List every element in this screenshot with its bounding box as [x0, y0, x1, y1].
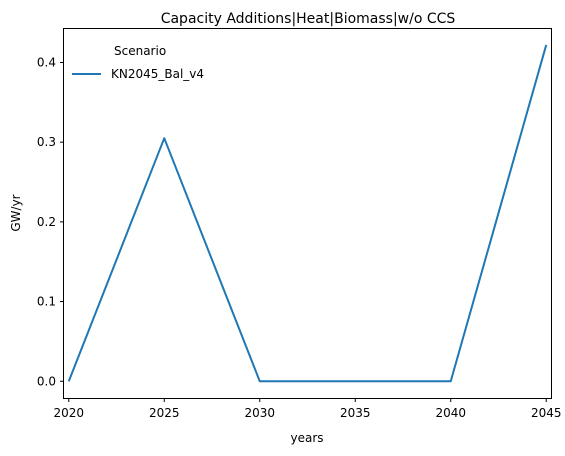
y-tick-label: 0.4 [37, 55, 56, 69]
plot-area [63, 28, 552, 399]
series-line [67, 44, 548, 383]
x-tick-label: 2020 [54, 406, 85, 420]
y-tick-label: 0.1 [37, 295, 56, 309]
x-axis: 2020 2025 2030 2035 2040 2045 [54, 398, 562, 420]
y-tick-label: 0.3 [37, 135, 56, 149]
legend-title: Scenario [114, 44, 166, 58]
x-tick-label: 2045 [531, 406, 562, 420]
y-tick-label: 0.2 [37, 215, 56, 229]
x-tick-label: 2025 [149, 406, 180, 420]
x-tick-label: 2040 [435, 406, 466, 420]
x-tick-label: 2030 [244, 406, 275, 420]
y-tick-label: 0.0 [37, 374, 56, 388]
series-layer [67, 44, 548, 383]
x-axis-label: years [290, 431, 323, 445]
legend-entry-label: KN2045_Bal_v4 [111, 67, 204, 81]
legend: Scenario KN2045_Bal_v4 [72, 44, 204, 81]
x-tick-label: 2035 [340, 406, 371, 420]
y-axis-label: GW/yr [9, 194, 23, 231]
y-axis: 0.0 0.1 0.2 0.3 0.4 [37, 55, 64, 388]
chart-title: Capacity Additions|Heat|Biomass|w/o CCS [161, 11, 456, 27]
